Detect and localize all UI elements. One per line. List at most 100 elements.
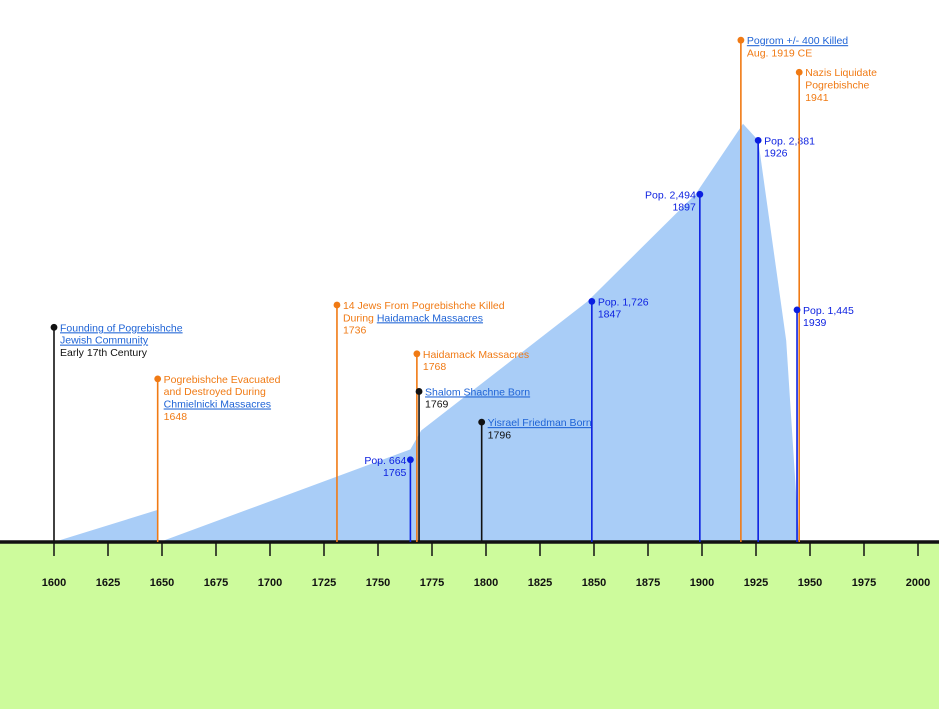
event-link[interactable]: Pogrom +/- 400 Killed (747, 35, 848, 47)
event-link[interactable]: Jewish Community (60, 335, 149, 347)
tick-label: 1700 (258, 577, 282, 589)
event-text: Pop. 1,726 (598, 296, 649, 308)
tick-label: 1600 (42, 577, 66, 589)
event-label-line: Pogrebishche Evacuated (164, 374, 281, 386)
event-label-line: Shalom Shachne Born (425, 386, 530, 398)
event-label-line: Pop. 664 (364, 455, 406, 467)
event-text: Pop. 664 (364, 455, 406, 467)
event-label-line: Pop. 1,726 (598, 296, 649, 308)
event-marker (588, 297, 596, 305)
event-text: Aug. 1919 CE (747, 47, 812, 59)
tick-label: 1875 (636, 577, 660, 589)
event-marker (415, 388, 423, 395)
tick-label: 1625 (96, 577, 120, 589)
event-label-line: Haidamack Massacres (423, 349, 529, 361)
event-text: 1939 (803, 317, 827, 329)
event-label-line: Pop. 2,494 (645, 189, 696, 201)
event-text: 1768 (423, 361, 447, 373)
tick-label: 1650 (150, 577, 174, 589)
event-text: Pop. 2,881 (764, 135, 815, 147)
event-marker (333, 301, 341, 309)
event-label-line: During Haidamack Massacres (343, 312, 483, 324)
event-link[interactable]: Chmielnicki Massacres (164, 399, 271, 411)
population-area-layer (54, 123, 800, 543)
event-label-line: 1768 (423, 361, 447, 373)
tick-label: 1950 (798, 577, 822, 589)
event-marker (50, 323, 58, 331)
event-label-line: Yisrael Friedman Born (488, 417, 592, 429)
event-label-line: 14 Jews From Pogrebishche Killed (343, 300, 505, 312)
event-link[interactable]: Founding of Pogrebishche (60, 322, 183, 334)
population-area (54, 123, 800, 543)
time-axis: 1600 1625 1650 1675 1700 1725 1750 1775 1800 1825… (0, 540, 939, 589)
event-label-line: and Destroyed During (164, 386, 266, 398)
event-label-line: Pogrom +/- 400 Killed (747, 35, 848, 47)
event-label-line: Jewish Community (60, 335, 149, 347)
event-label-line: 1926 (764, 148, 788, 160)
tick-label: 1750 (366, 577, 390, 589)
event-text: 1736 (343, 325, 367, 337)
event-label-line: 1765 (383, 467, 407, 479)
event-text: 1769 (425, 399, 449, 411)
event-text: 1941 (805, 92, 829, 104)
tick-label: 1800 (474, 577, 498, 589)
tick-label: 1775 (420, 577, 444, 589)
event-label-line: Pogrebishche (805, 80, 869, 92)
event-label-line: Pop. 2,881 (764, 135, 815, 147)
event-label-line: 1769 (425, 399, 449, 411)
event-marker (737, 36, 745, 44)
event-label-line: 1796 (488, 429, 512, 441)
tick-label: 2000 (906, 577, 930, 589)
event-marker (795, 68, 803, 76)
event-text: During (343, 312, 377, 324)
event-marker (793, 306, 801, 314)
event-text: 1648 (164, 411, 188, 423)
event-text: 1765 (383, 467, 407, 479)
ground-band (0, 542, 939, 709)
event-text: 1926 (764, 148, 788, 160)
event-link[interactable]: Haidamack Massacres (377, 312, 483, 324)
event-link[interactable]: Yisrael Friedman Born (488, 417, 592, 429)
event-label-line: Nazis Liquidate (805, 67, 877, 79)
event-text: Haidamack Massacres (423, 349, 529, 361)
event-label-line: 1941 (805, 92, 829, 104)
event-label-line: 1648 (164, 411, 188, 423)
event-label-line: 1897 (672, 202, 696, 214)
tick-label: 1725 (312, 577, 336, 589)
event-text: 14 Jews From Pogrebishche Killed (343, 300, 505, 312)
event-text: Nazis Liquidate (805, 67, 877, 79)
tick-label: 1850 (582, 577, 606, 589)
event-label-line: Founding of Pogrebishche (60, 322, 183, 334)
event-label-line: 1939 (803, 317, 827, 329)
event-label-line: Chmielnicki Massacres (164, 399, 271, 411)
event-text: Pogrebishche (805, 80, 869, 92)
event-label-line: Early 17th Century (60, 347, 148, 359)
event-label-line: 1847 (598, 309, 622, 321)
event-marker (154, 375, 162, 383)
event-label-line: 1736 (343, 325, 367, 337)
event-marker (696, 190, 704, 198)
event-label-line: Aug. 1919 CE (747, 47, 812, 59)
event-text: 1897 (672, 202, 696, 214)
event-link[interactable]: Shalom Shachne Born (425, 386, 530, 398)
event-text: Early 17th Century (60, 347, 148, 359)
tick-label: 1900 (690, 577, 714, 589)
event-text: Pop. 2,494 (645, 189, 696, 201)
event-text: Pogrebishche Evacuated (164, 374, 281, 386)
event-marker (413, 350, 421, 358)
event-text: 1847 (598, 309, 622, 321)
tick-label: 1925 (744, 577, 768, 589)
event-text: and Destroyed During (164, 386, 266, 398)
event-label-line: Pop. 1,445 (803, 305, 854, 317)
